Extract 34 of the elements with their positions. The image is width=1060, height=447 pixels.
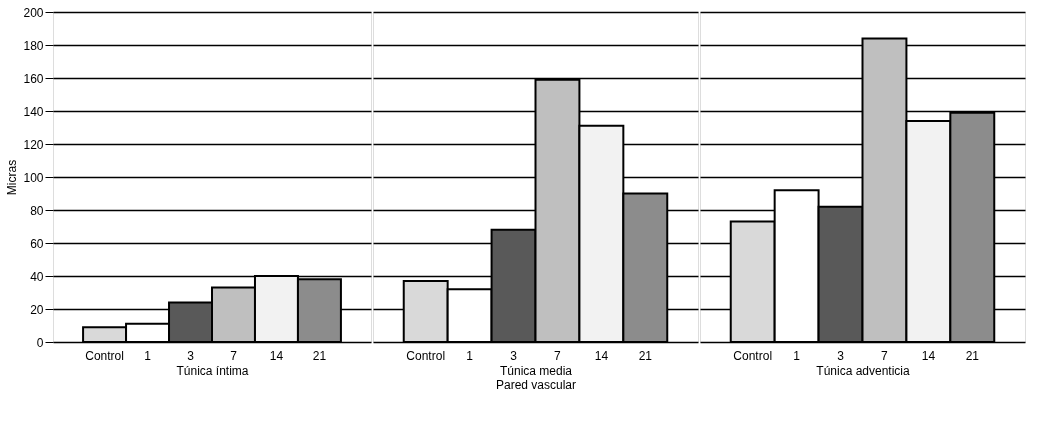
y-tick-label: 140	[23, 104, 44, 119]
x-axis-title: Túnica íntima	[176, 363, 249, 378]
y-tick-label: 40	[30, 269, 44, 284]
x-tick-label: 3	[187, 348, 195, 363]
y-tick-label: 160	[23, 71, 44, 86]
y-tick-label: 0	[36, 335, 44, 350]
x-tick-label: 21	[312, 348, 327, 363]
x-tick-label: 3	[837, 348, 845, 363]
y-tick-label: 180	[23, 38, 44, 53]
x-tick-label: 7	[230, 348, 238, 363]
x-tick-label: 14	[921, 348, 936, 363]
x-axis-title: Túnica adventicia	[816, 363, 911, 378]
x-tick-label: 14	[594, 348, 609, 363]
y-tick-label: 200	[23, 5, 44, 20]
x-tick-label: 1	[793, 348, 801, 363]
x-tick-label: 21	[638, 348, 653, 363]
x-tick-label: 1	[466, 348, 474, 363]
x-tick-label: Control	[85, 348, 124, 363]
x-tick-label: Control	[733, 348, 773, 363]
y-tick-label: 60	[30, 236, 44, 251]
x-tick-label: Control	[406, 348, 446, 363]
x-tick-label: 7	[881, 348, 889, 363]
x-tick-label: 7	[554, 348, 562, 363]
y-tick-label: 120	[23, 137, 44, 152]
text: Pared vascular	[495, 377, 577, 392]
x-tick-label: 14	[269, 348, 284, 363]
y-tick-label: 20	[30, 302, 44, 317]
x-axis-title: Túnica media	[499, 363, 573, 378]
x-tick-label: 21	[965, 348, 980, 363]
x-tick-label: 3	[510, 348, 518, 363]
y-tick-label: 100	[23, 170, 44, 185]
x-tick-label: 1	[144, 348, 152, 363]
y-tick-label: 80	[30, 203, 44, 218]
y-axis-title: Micras	[5, 159, 20, 196]
